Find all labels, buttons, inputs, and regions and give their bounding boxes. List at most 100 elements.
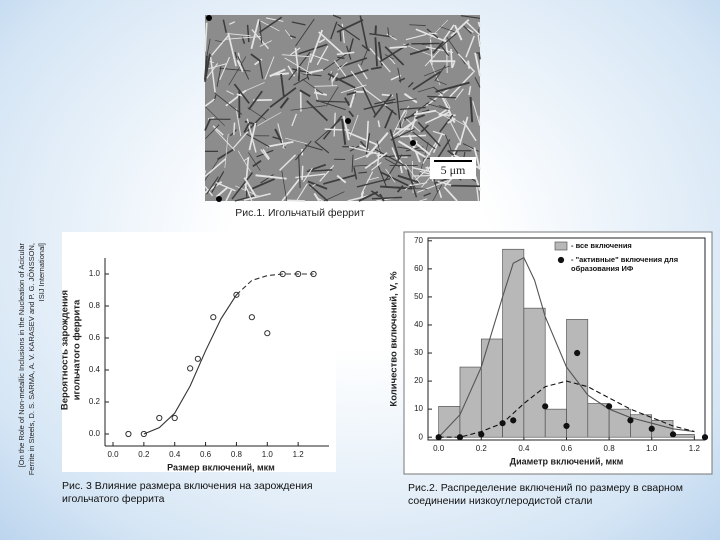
chart-caption: Рис. 3 Влияние размера включения на заро… bbox=[62, 480, 313, 505]
needle bbox=[462, 143, 479, 152]
needle bbox=[457, 53, 476, 73]
needle bbox=[378, 193, 385, 202]
needle bbox=[446, 41, 448, 73]
needle bbox=[391, 147, 398, 160]
needle bbox=[390, 128, 416, 141]
needle bbox=[454, 88, 464, 100]
needle bbox=[417, 86, 435, 93]
reference: [On the Role of Non-metallic Inclusions … bbox=[17, 243, 46, 476]
needle bbox=[277, 123, 285, 149]
data-point bbox=[701, 434, 709, 441]
needle bbox=[225, 189, 233, 202]
histogram-bar bbox=[523, 307, 546, 438]
x-tick-label: 0.6 bbox=[200, 450, 212, 459]
needle bbox=[398, 123, 412, 136]
needle bbox=[302, 78, 323, 95]
y-tick-label: 30 bbox=[414, 348, 423, 357]
needle bbox=[448, 118, 461, 142]
needle bbox=[436, 80, 447, 85]
curve bbox=[143, 294, 237, 435]
needle bbox=[214, 92, 243, 115]
needle bbox=[397, 174, 420, 184]
data-point bbox=[187, 365, 194, 372]
x-tick-label: 1.0 bbox=[262, 450, 274, 459]
histogram-bar bbox=[544, 408, 567, 438]
needle bbox=[332, 14, 342, 20]
needle bbox=[473, 147, 481, 170]
needle bbox=[217, 148, 234, 161]
needle bbox=[437, 180, 454, 187]
needle bbox=[339, 30, 342, 42]
needle bbox=[284, 29, 293, 40]
needle bbox=[257, 112, 282, 127]
needle bbox=[279, 97, 290, 109]
needle bbox=[323, 174, 356, 185]
needle bbox=[351, 154, 354, 173]
legend-label: - "активные" включения для образования И… bbox=[571, 255, 679, 273]
needle bbox=[264, 56, 275, 80]
needle bbox=[284, 57, 313, 75]
needle bbox=[432, 130, 446, 136]
scale-box bbox=[430, 157, 476, 179]
needle bbox=[266, 141, 294, 148]
data-point bbox=[156, 414, 163, 422]
needle bbox=[302, 167, 313, 183]
needle bbox=[478, 52, 481, 60]
needle bbox=[419, 198, 428, 202]
needle bbox=[349, 114, 359, 137]
needle bbox=[211, 171, 225, 193]
needle bbox=[348, 146, 384, 156]
needle bbox=[328, 72, 333, 81]
x-tick-label: 0.0 bbox=[107, 450, 119, 459]
needle bbox=[336, 19, 364, 33]
histogram-bar bbox=[651, 420, 674, 438]
needle bbox=[237, 56, 250, 80]
needle bbox=[440, 26, 456, 33]
needle bbox=[248, 90, 263, 110]
needle bbox=[323, 50, 351, 71]
needle bbox=[265, 17, 284, 22]
needle bbox=[463, 25, 472, 34]
x-tick-label: 1.0 bbox=[646, 444, 658, 453]
needle bbox=[434, 65, 446, 82]
needle bbox=[432, 41, 444, 54]
needle bbox=[226, 90, 234, 95]
needle bbox=[250, 19, 260, 50]
needle bbox=[460, 15, 481, 19]
needle bbox=[363, 87, 388, 107]
x-tick-label: 0.0 bbox=[433, 444, 445, 453]
chart-panel bbox=[62, 232, 336, 472]
needle bbox=[301, 165, 304, 180]
data-point bbox=[563, 422, 570, 430]
y-tick-label: 0.6 bbox=[89, 333, 101, 342]
reference-line: Ferrite in Steels, D. S. SARMA, A. V. KA… bbox=[27, 243, 36, 475]
needle bbox=[373, 94, 393, 118]
needle bbox=[330, 71, 333, 86]
data-point bbox=[542, 403, 549, 410]
curve bbox=[236, 273, 314, 296]
reference-line: ISIJ International] bbox=[37, 243, 46, 301]
needle bbox=[327, 72, 356, 89]
needle bbox=[384, 158, 402, 169]
x-tick-label: 0.8 bbox=[604, 444, 616, 453]
needle bbox=[450, 184, 481, 188]
x-tick-label: 0.2 bbox=[138, 450, 150, 459]
x-tick-label: 0.6 bbox=[561, 444, 573, 453]
y-tick-label: 70 bbox=[414, 236, 423, 245]
needle bbox=[235, 108, 242, 137]
needle bbox=[415, 28, 447, 43]
needle bbox=[384, 109, 394, 129]
needle bbox=[325, 86, 339, 107]
y-tick-label: 0.2 bbox=[89, 397, 101, 406]
needle bbox=[204, 106, 225, 126]
data-point bbox=[233, 291, 240, 298]
needle bbox=[341, 23, 345, 44]
legend-swatch bbox=[554, 241, 568, 251]
needle bbox=[374, 37, 379, 67]
y-tick-label: 0 bbox=[419, 432, 424, 441]
needle bbox=[335, 69, 369, 82]
needle bbox=[322, 115, 343, 140]
needle bbox=[432, 184, 443, 202]
needle bbox=[296, 183, 308, 202]
